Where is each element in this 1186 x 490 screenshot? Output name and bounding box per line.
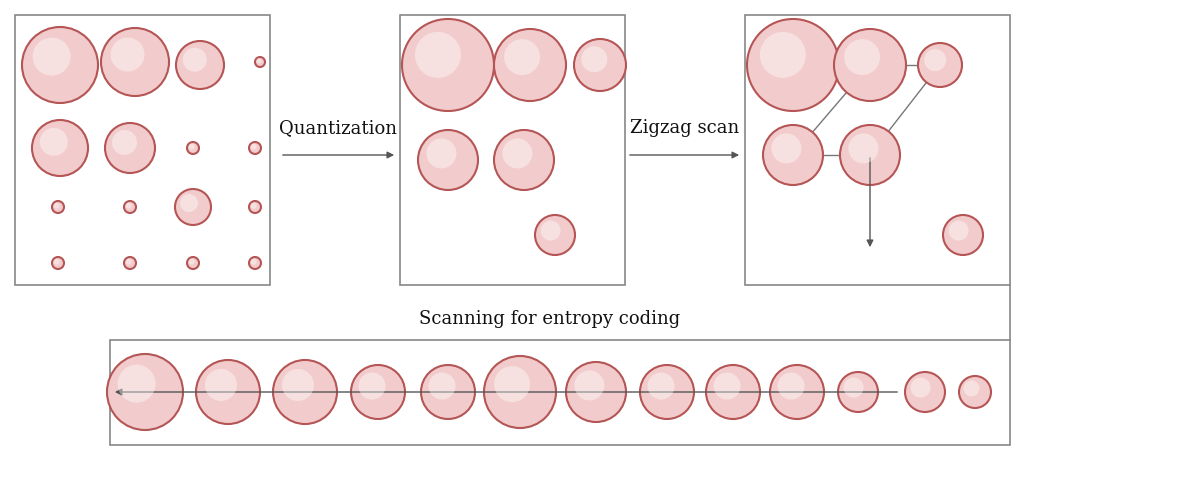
Circle shape <box>706 365 760 419</box>
Circle shape <box>250 203 256 209</box>
Circle shape <box>256 58 261 63</box>
Circle shape <box>189 144 195 149</box>
Circle shape <box>189 259 195 265</box>
Circle shape <box>848 133 879 163</box>
Circle shape <box>747 19 839 111</box>
Circle shape <box>125 257 136 269</box>
Circle shape <box>126 259 132 265</box>
Circle shape <box>52 257 64 269</box>
Circle shape <box>40 128 68 156</box>
Circle shape <box>843 378 863 397</box>
Text: Zigzag scan: Zigzag scan <box>631 119 740 137</box>
Circle shape <box>351 365 404 419</box>
Circle shape <box>249 201 261 213</box>
Circle shape <box>648 372 675 399</box>
Circle shape <box>905 372 945 412</box>
Circle shape <box>33 38 71 75</box>
Circle shape <box>111 130 138 155</box>
Circle shape <box>249 257 261 269</box>
Circle shape <box>106 123 155 173</box>
Circle shape <box>126 203 132 209</box>
Circle shape <box>180 194 198 212</box>
Circle shape <box>187 257 199 269</box>
Circle shape <box>943 215 983 255</box>
Bar <box>745 15 1010 285</box>
Circle shape <box>53 259 59 265</box>
Circle shape <box>959 376 991 408</box>
Circle shape <box>581 46 607 73</box>
Circle shape <box>770 365 824 419</box>
Circle shape <box>250 144 256 149</box>
Circle shape <box>484 356 556 428</box>
Circle shape <box>760 32 805 78</box>
Circle shape <box>402 19 495 111</box>
Circle shape <box>196 360 260 424</box>
Circle shape <box>176 189 211 225</box>
Circle shape <box>574 370 605 400</box>
Circle shape <box>911 378 931 397</box>
Circle shape <box>918 43 962 87</box>
Circle shape <box>640 365 694 419</box>
Circle shape <box>117 365 155 403</box>
Circle shape <box>535 215 575 255</box>
Circle shape <box>763 125 823 185</box>
Bar <box>15 15 270 285</box>
Circle shape <box>949 220 969 241</box>
Circle shape <box>101 28 168 96</box>
Circle shape <box>32 120 88 176</box>
Circle shape <box>273 360 337 424</box>
Circle shape <box>924 49 946 71</box>
Circle shape <box>495 366 530 402</box>
Circle shape <box>187 142 199 154</box>
Circle shape <box>495 130 554 190</box>
Circle shape <box>566 362 626 422</box>
Circle shape <box>428 372 455 399</box>
Circle shape <box>503 138 533 169</box>
Circle shape <box>107 354 183 430</box>
Circle shape <box>541 220 561 241</box>
Circle shape <box>421 365 476 419</box>
Circle shape <box>714 372 740 399</box>
Bar <box>400 15 625 285</box>
Circle shape <box>771 133 802 163</box>
Circle shape <box>205 369 237 401</box>
Circle shape <box>839 372 878 412</box>
Circle shape <box>427 138 457 169</box>
Circle shape <box>415 32 461 78</box>
Circle shape <box>778 372 804 399</box>
Circle shape <box>255 57 264 67</box>
Circle shape <box>282 369 314 401</box>
Circle shape <box>183 48 206 72</box>
Text: Scanning for entropy coding: Scanning for entropy coding <box>420 310 681 328</box>
Circle shape <box>53 203 59 209</box>
Circle shape <box>834 29 906 101</box>
Circle shape <box>250 259 256 265</box>
Circle shape <box>574 39 626 91</box>
Circle shape <box>495 29 566 101</box>
Circle shape <box>125 201 136 213</box>
Circle shape <box>176 41 224 89</box>
Circle shape <box>963 380 980 396</box>
Text: Quantization: Quantization <box>279 119 397 137</box>
Circle shape <box>840 125 900 185</box>
Circle shape <box>249 142 261 154</box>
Circle shape <box>358 372 385 399</box>
Circle shape <box>844 39 880 75</box>
Circle shape <box>23 27 98 103</box>
Circle shape <box>417 130 478 190</box>
Bar <box>110 340 1010 445</box>
Circle shape <box>110 38 145 72</box>
Circle shape <box>52 201 64 213</box>
Circle shape <box>504 39 540 75</box>
